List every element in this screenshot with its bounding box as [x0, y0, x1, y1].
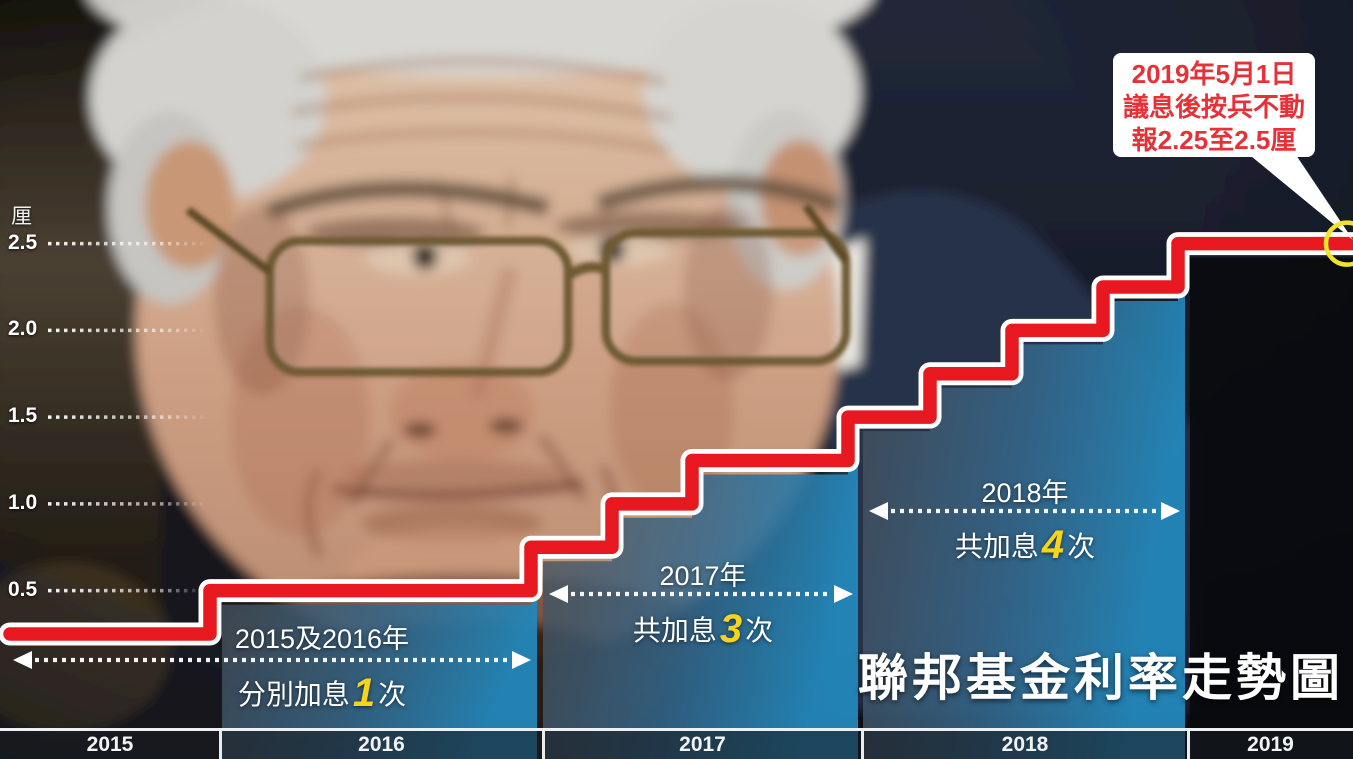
y-tick-label: 2.0 [8, 317, 38, 341]
arrowhead-right-icon [512, 651, 531, 669]
year-bar-divider [541, 731, 545, 759]
y-tick-label: 0.5 [8, 577, 38, 601]
x-axis-year-bar [0, 728, 1353, 759]
y-tick-label: 1.5 [8, 404, 38, 428]
year-label-2015: 2015 [86, 733, 134, 756]
y-axis-unit-label: 厘 [11, 205, 32, 228]
section-years-label: 2017年 [659, 561, 747, 591]
range-arrow-2 [549, 585, 853, 603]
year-label-2016: 2016 [358, 733, 405, 756]
dotted-gridlines [48, 241, 210, 593]
year-label-2019: 2019 [1247, 733, 1294, 756]
arrowhead-left-icon [869, 502, 888, 520]
year-bar-divider [860, 731, 864, 759]
glasses [185, 203, 851, 377]
annotation-callout: 2019年5月1日 議息後按兵不動 報2.25至2.5厘 [1113, 53, 1315, 157]
arrowhead-left-icon [549, 585, 568, 603]
hike-summary: 共加息4 次 [954, 523, 1096, 567]
range-arrow-3 [869, 502, 1180, 520]
rate-line [3, 236, 1353, 641]
hike-count: 1 [352, 671, 376, 715]
annotation-line-2: 議息後按兵不動 [1122, 92, 1305, 122]
hike-summary: 分別加息1 次 [237, 671, 407, 715]
arrowhead-right-icon [1161, 502, 1180, 520]
year-label-2018: 2018 [1001, 733, 1049, 756]
section-years-label: 2015及2016年 [234, 624, 410, 654]
y-tick-label: 1.0 [8, 490, 38, 514]
year-bar-divider [1186, 731, 1190, 759]
hike-summary: 共加息3 次 [632, 607, 774, 651]
arrowhead-right-icon [834, 585, 853, 603]
hike-count: 3 [719, 607, 743, 651]
year-panel-3 [863, 257, 1185, 759]
rate-end-highlight-circle [1323, 220, 1353, 267]
chart-title: 聯邦基金利率走勢圖 [858, 650, 1344, 706]
callout-pointer [1246, 152, 1353, 240]
annotation-line-3: 報2.25至2.5厘 [1131, 125, 1297, 155]
hike-count: 4 [1041, 523, 1065, 567]
year-label-2017: 2017 [679, 733, 726, 756]
arrowhead-left-icon [13, 651, 32, 669]
range-arrow-1 [13, 651, 531, 669]
section-years-label: 2018年 [981, 478, 1069, 508]
range-arrows [13, 502, 1180, 669]
year-bar-divider [218, 731, 222, 759]
annotation-line-1: 2019年5月1日 [1131, 59, 1297, 89]
y-tick-label: 2.5 [8, 230, 38, 254]
rate-step-line [0, 232, 1353, 646]
year-panel-2019 [1190, 257, 1353, 759]
